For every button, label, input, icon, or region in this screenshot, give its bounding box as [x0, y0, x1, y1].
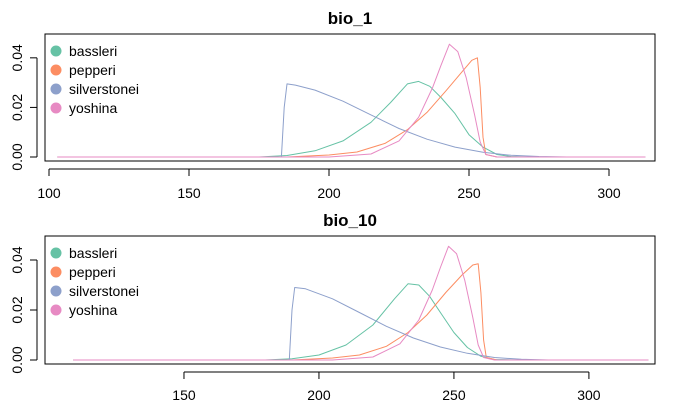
series-line-pepperi [73, 263, 649, 361]
series-line-bassleri [57, 80, 646, 158]
legend-label: silverstonei [69, 283, 139, 299]
series-line-bassleri [73, 283, 649, 361]
legend-marker-bassleri [50, 247, 62, 259]
series-line-silverstonei [57, 83, 646, 158]
plot-frame [44, 33, 656, 162]
legend-label: yoshina [69, 302, 117, 318]
legend-marker-yoshina [50, 102, 62, 114]
series-line-silverstonei [73, 287, 649, 361]
y-tick-label: 0.04 [9, 246, 25, 273]
x-tick-label: 300 [577, 387, 601, 403]
legend-label: yoshina [69, 100, 117, 116]
y-tick-label: 0.02 [9, 94, 25, 121]
legend-label: bassleri [69, 43, 117, 59]
y-tick-label: 0.00 [9, 143, 25, 170]
legend-label: bassleri [69, 245, 117, 261]
x-tick-label: 100 [37, 185, 61, 201]
legend-marker-yoshina [50, 304, 62, 316]
x-tick-label: 150 [177, 185, 201, 201]
legend-marker-pepperi [50, 64, 62, 76]
legend-label: pepperi [69, 264, 116, 280]
legend-label: pepperi [69, 62, 116, 78]
y-tick-label: 0.02 [9, 296, 25, 323]
x-tick-label: 150 [172, 387, 196, 403]
series-line-yoshina [73, 245, 649, 361]
legend-label: silverstonei [69, 81, 139, 97]
legend-marker-bassleri [50, 45, 62, 57]
series-line-pepperi [57, 57, 646, 158]
x-tick-label: 300 [597, 185, 621, 201]
x-tick-label: 200 [307, 387, 331, 403]
legend-marker-pepperi [50, 266, 62, 278]
y-tick-label: 0.04 [9, 44, 25, 71]
x-tick-label: 200 [317, 185, 341, 201]
legend-marker-silverstonei [50, 83, 62, 95]
series-line-yoshina [57, 43, 646, 158]
legend-marker-silverstonei [50, 285, 62, 297]
panel-title: bio_10 [323, 211, 377, 230]
panel-title: bio_1 [328, 9, 372, 28]
plot-frame [44, 235, 656, 365]
y-tick-label: 0.00 [9, 346, 25, 373]
x-tick-label: 250 [442, 387, 466, 403]
x-tick-label: 250 [457, 185, 481, 201]
